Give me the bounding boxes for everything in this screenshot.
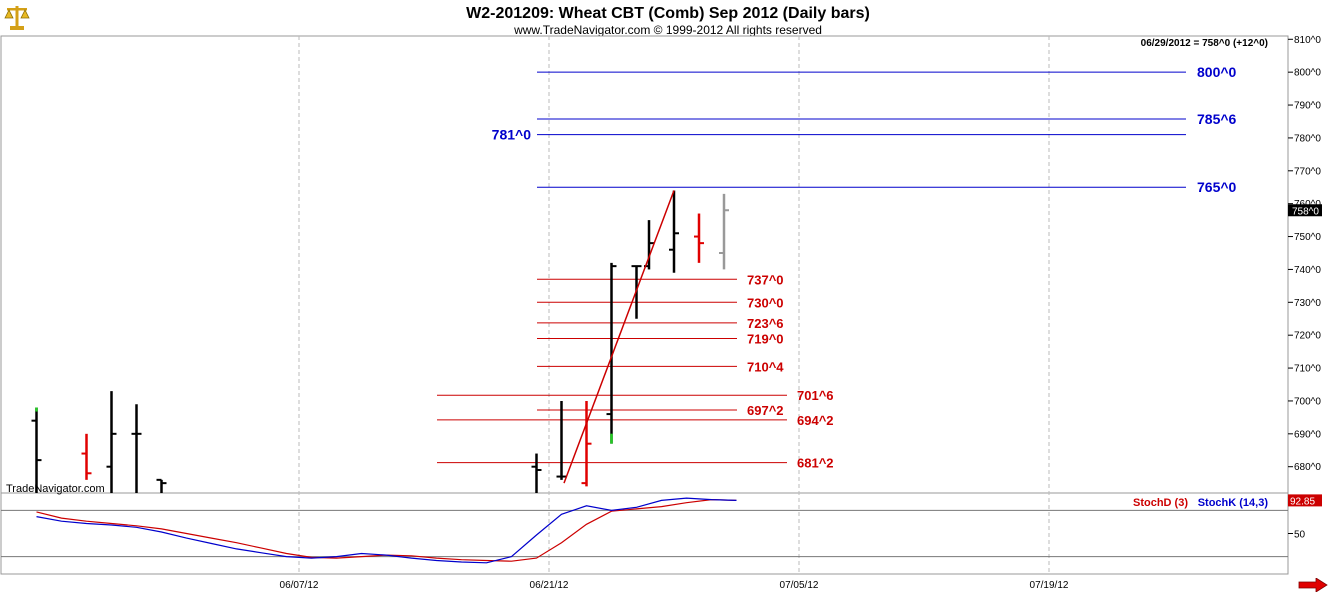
price-tick-label: 790^0 <box>1294 101 1321 112</box>
resistance-label: 781^0 <box>492 127 532 143</box>
last-price-label: 758^0 <box>1292 206 1319 217</box>
last-price-note: 06/29/2012 = 758^0 (+12^0) <box>1141 38 1268 49</box>
support-label: 681^2 <box>797 456 834 471</box>
watermark: TradeNavigator.com <box>6 483 105 495</box>
support-label: 723^6 <box>747 316 784 331</box>
stoch-series-line <box>36 497 737 564</box>
right-arrow-icon[interactable] <box>1298 578 1328 592</box>
x-tick-label: 06/07/12 <box>280 580 319 591</box>
price-tick-label: 680^0 <box>1294 462 1321 473</box>
stoch-value-label: 92.85 <box>1290 496 1315 507</box>
stochd-legend: StochD (3) <box>1133 497 1188 509</box>
x-tick-label: 07/19/12 <box>1030 580 1069 591</box>
chart-title: W2-201209: Wheat CBT (Comb) Sep 2012 (Da… <box>466 5 870 22</box>
price-tick-label: 690^0 <box>1294 429 1321 440</box>
trend-line <box>563 190 675 484</box>
price-tick-label: 700^0 <box>1294 396 1321 407</box>
price-tick-label: 750^0 <box>1294 232 1321 243</box>
price-tick-label: 710^0 <box>1294 364 1321 375</box>
resistance-label: 800^0 <box>1197 64 1237 80</box>
price-tick-label: 720^0 <box>1294 331 1321 342</box>
price-tick-label: 780^0 <box>1294 133 1321 144</box>
last-price-tag <box>1288 204 1322 217</box>
price-tick-label: 730^0 <box>1294 298 1321 309</box>
support-label: 730^0 <box>747 295 784 310</box>
support-label: 737^0 <box>747 272 784 287</box>
scales-icon <box>4 6 30 30</box>
stoch-value-tag <box>1288 494 1322 507</box>
resistance-label: 765^0 <box>1197 179 1237 195</box>
stochk-legend: StochK (14,3) <box>1198 497 1269 509</box>
support-label: 701^6 <box>797 388 834 403</box>
price-tick-label: 740^0 <box>1294 265 1321 276</box>
price-panel-frame <box>0 35 1289 494</box>
support-label: 697^2 <box>747 403 784 418</box>
resistance-label: 785^6 <box>1197 111 1237 127</box>
x-tick-label: 06/21/12 <box>530 580 569 591</box>
support-label: 694^2 <box>797 413 834 428</box>
support-label: 710^4 <box>747 359 784 374</box>
price-tick-label: 800^0 <box>1294 68 1321 79</box>
price-tick-label: 810^0 <box>1294 35 1321 46</box>
price-tick-label: 770^0 <box>1294 166 1321 177</box>
stoch-series-line <box>36 498 737 562</box>
chart-subtitle: www.TradeNavigator.com © 1999-2012 All r… <box>513 23 822 37</box>
support-label: 719^0 <box>747 331 784 346</box>
stoch-tick-label: 50 <box>1294 530 1306 541</box>
x-tick-label: 07/05/12 <box>780 580 819 591</box>
